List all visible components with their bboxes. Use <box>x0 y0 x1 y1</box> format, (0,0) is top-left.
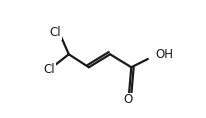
Text: Cl: Cl <box>43 63 55 76</box>
Text: OH: OH <box>156 48 173 61</box>
Text: Cl: Cl <box>49 26 61 39</box>
Text: O: O <box>124 93 133 106</box>
